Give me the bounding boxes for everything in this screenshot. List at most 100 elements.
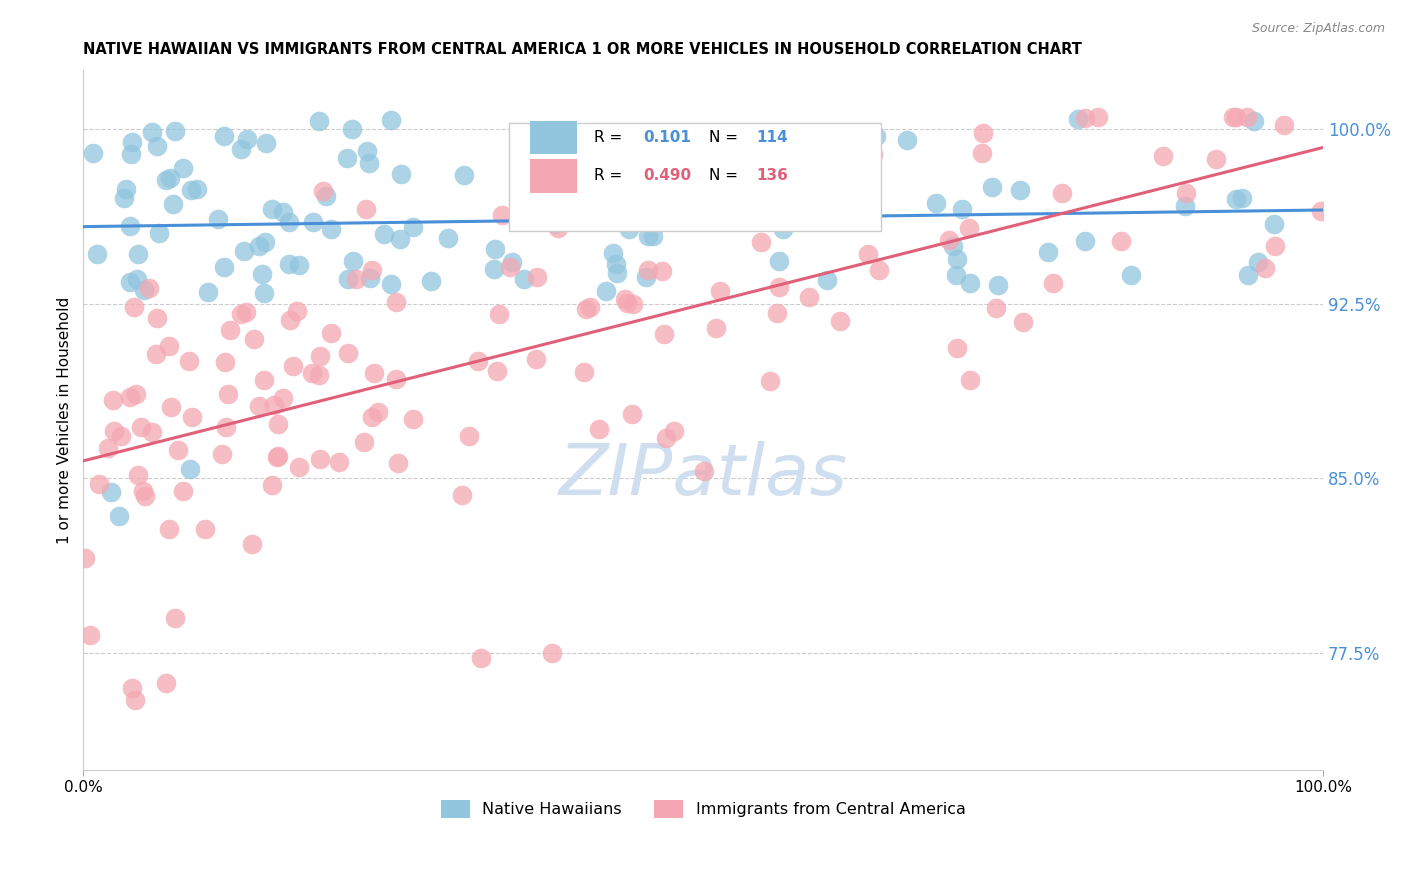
Point <box>266 450 288 464</box>
Point <box>179 353 201 368</box>
Point <box>651 264 673 278</box>
Point <box>491 208 513 222</box>
Point <box>278 214 301 228</box>
Point <box>361 263 384 277</box>
Point <box>588 422 610 436</box>
Point <box>263 398 285 412</box>
Text: 114: 114 <box>756 130 789 145</box>
Point <box>302 215 325 229</box>
Point <box>236 132 259 146</box>
Point <box>654 327 676 342</box>
Point <box>467 354 489 368</box>
Point <box>336 151 359 165</box>
Point <box>437 231 460 245</box>
Point <box>513 272 536 286</box>
Point <box>115 182 138 196</box>
Point <box>125 386 148 401</box>
Point <box>972 126 994 140</box>
Point <box>309 451 332 466</box>
Point <box>124 692 146 706</box>
Point <box>453 168 475 182</box>
Point <box>959 373 981 387</box>
Point <box>1272 118 1295 132</box>
Point <box>120 147 142 161</box>
Point <box>120 219 142 234</box>
Point <box>118 275 141 289</box>
Point <box>145 311 167 326</box>
Point <box>799 290 821 304</box>
Point <box>1067 112 1090 126</box>
Point <box>336 346 359 360</box>
Point <box>1236 110 1258 124</box>
Point <box>485 363 508 377</box>
Point <box>1074 111 1097 125</box>
Point <box>579 300 602 314</box>
Point <box>247 400 270 414</box>
Point <box>744 213 766 227</box>
Point <box>214 355 236 369</box>
Point <box>132 484 155 499</box>
Point <box>664 424 686 438</box>
Point <box>127 247 149 261</box>
Point <box>643 229 665 244</box>
Point <box>356 145 378 159</box>
Point <box>1243 114 1265 128</box>
Point <box>551 186 574 200</box>
Point <box>543 201 565 215</box>
Point <box>484 242 506 256</box>
Point <box>159 522 181 536</box>
Point <box>319 222 342 236</box>
Point <box>260 478 283 492</box>
Point <box>342 253 364 268</box>
Point <box>232 244 254 259</box>
Point <box>768 280 790 294</box>
Text: 0.490: 0.490 <box>644 168 692 183</box>
Point <box>86 247 108 261</box>
Point <box>122 301 145 315</box>
Point <box>360 410 382 425</box>
Point <box>138 280 160 294</box>
Point <box>686 150 709 164</box>
Point <box>172 483 194 498</box>
Point <box>363 366 385 380</box>
Text: R =: R = <box>595 168 627 183</box>
Point <box>634 269 657 284</box>
Point <box>614 293 637 307</box>
Point <box>547 220 569 235</box>
Point <box>127 272 149 286</box>
Point <box>101 392 124 407</box>
Text: R =: R = <box>595 130 627 145</box>
Point <box>82 145 104 160</box>
Point <box>340 122 363 136</box>
Point <box>315 188 337 202</box>
Point <box>197 285 219 300</box>
Point <box>385 294 408 309</box>
Point <box>711 132 734 146</box>
Point <box>541 646 564 660</box>
Point <box>765 306 787 320</box>
Point <box>1010 183 1032 197</box>
Point <box>127 468 149 483</box>
Text: NATIVE HAWAIIAN VS IMMIGRANTS FROM CENTRAL AMERICA 1 OR MORE VEHICLES IN HOUSEHO: NATIVE HAWAIIAN VS IMMIGRANTS FROM CENTR… <box>83 42 1083 57</box>
Point <box>925 196 948 211</box>
Point <box>373 227 395 242</box>
Point <box>271 391 294 405</box>
Point <box>1012 315 1035 329</box>
Point <box>862 146 884 161</box>
Point <box>470 650 492 665</box>
Point <box>319 326 342 340</box>
Point <box>938 234 960 248</box>
Point <box>337 272 360 286</box>
Point <box>602 245 624 260</box>
Point <box>1263 217 1285 231</box>
Point <box>172 161 194 176</box>
Point <box>219 323 242 337</box>
Point <box>247 238 270 252</box>
Point <box>155 676 177 690</box>
Point <box>285 304 308 318</box>
Point <box>575 301 598 316</box>
Point <box>540 206 562 220</box>
Point <box>1230 191 1253 205</box>
Point <box>134 489 156 503</box>
Point <box>526 270 548 285</box>
